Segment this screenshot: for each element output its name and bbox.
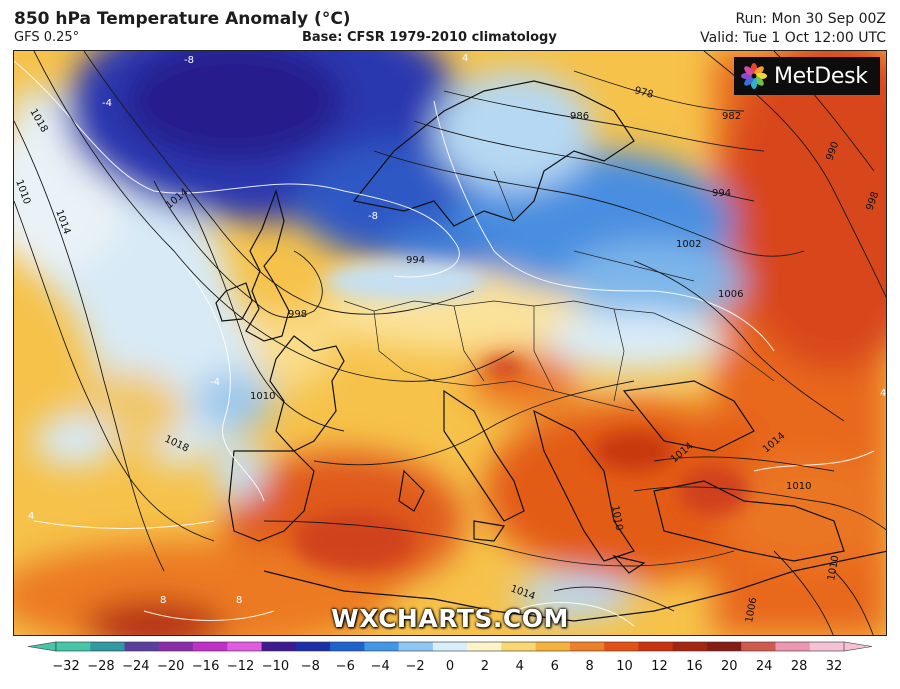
color-scale-tick-label: 4 [516, 659, 524, 674]
color-scale-tick-label: −8 [301, 659, 320, 674]
color-scale-swatch [809, 642, 845, 651]
isobar-label: 982 [722, 111, 741, 122]
color-scale-tick-label: 24 [756, 659, 773, 674]
color-scale-swatch [261, 642, 297, 651]
valid-time-label: Valid: Tue 1 Oct 12:00 UTC [700, 30, 886, 46]
color-scale-tick-label: 10 [616, 659, 633, 674]
anomaly-contours [14, 60, 875, 627]
anomaly-label: -4 [102, 98, 112, 109]
isobar-label: 998 [288, 309, 307, 320]
color-scale-tick-label: −4 [371, 659, 390, 674]
color-scale-swatch [193, 642, 228, 651]
color-scale-swatch [604, 642, 639, 651]
isobar-label: 1010 [826, 555, 841, 582]
color-scale-tick-label: −12 [227, 659, 254, 674]
color-scale-min-arrow [27, 641, 57, 652]
color-scale-swatch [56, 642, 91, 651]
isobar-label: 986 [570, 111, 589, 122]
color-scale-tick-label: −24 [122, 659, 149, 674]
flower-logo-icon [741, 63, 767, 89]
color-scale-bar: −32 −28 −24 −20 −16 −12 −10 −8 −6 −4 −2 0 2 4 6 8 10 12 16… [27, 641, 873, 674]
anomaly-label: 8 [160, 595, 166, 606]
climatology-base-label: Base: CFSR 1979-2010 climatology [302, 30, 557, 45]
color-scale-swatch [330, 642, 365, 651]
anomaly-label: 4 [462, 53, 468, 64]
isobar-label: 994 [712, 188, 731, 199]
color-scale-tick-label: −6 [336, 659, 355, 674]
color-scale-tick-label: 12 [651, 659, 668, 674]
anomaly-label: 8 [236, 595, 242, 606]
color-scale-tick-label: 16 [686, 659, 703, 674]
isobar-label: 1010 [250, 391, 275, 402]
color-scale-swatch [295, 642, 331, 651]
color-scale-ticks: −32 −28 −24 −20 −16 −12 −10 −8 −6 −4 −2 0 2 4 6 8 10 12 16… [52, 659, 842, 674]
color-scale-swatch [90, 642, 126, 651]
anomaly-label: -4 [210, 377, 220, 388]
color-scale-swatch [364, 642, 400, 651]
color-scale-border [55, 641, 845, 652]
color-scale-tick-label: 20 [721, 659, 738, 674]
borders [343, 170, 775, 412]
chart-title: 850 hPa Temperature Anomaly (°C) [14, 9, 351, 29]
color-scale-swatch [398, 642, 434, 651]
color-scale-tick-label: 2 [481, 659, 489, 674]
model-label: GFS 0.25° [14, 30, 80, 45]
color-scale-swatch [672, 642, 708, 651]
isobar-label: 1002 [676, 239, 701, 250]
color-scale-swatch [432, 642, 468, 651]
isobar-label: 1006 [744, 597, 759, 624]
isobar-label: 1010 [609, 505, 624, 532]
color-scale-swatches [27, 641, 873, 652]
color-scale-swatch [775, 642, 811, 651]
color-scale-swatch [124, 642, 160, 651]
isobar-label: 1006 [718, 289, 743, 300]
color-scale-tick-label: 0 [446, 659, 454, 674]
run-time-label: Run: Mon 30 Sep 00Z [735, 11, 887, 27]
color-scale-swatch [569, 642, 605, 651]
color-scale-swatch [741, 642, 776, 651]
isobar-label: 1010 [786, 481, 811, 492]
anomaly-label: 4 [880, 388, 886, 399]
isobar-label: 994 [406, 255, 425, 266]
color-scale-tick-label: 32 [826, 659, 843, 674]
color-scale-tick-label: −16 [192, 659, 219, 674]
isobars [14, 51, 886, 635]
anomaly-field [14, 51, 886, 635]
color-scale-tick-label: −10 [262, 659, 289, 674]
color-scale-tick-label: 8 [585, 659, 593, 674]
isobar-label: 978 [633, 85, 654, 101]
map-canvas: 1018 1014 1010 1014 1018 998 998 994 994… [14, 51, 886, 635]
color-scale-tick-label: −20 [157, 659, 184, 674]
color-scale-tick-label: −2 [406, 659, 425, 674]
color-scale-swatch [158, 642, 194, 651]
color-scale-max-arrow [843, 641, 873, 652]
anomaly-label: 4 [28, 511, 34, 522]
color-scale-swatch [227, 642, 263, 651]
color-scale-tick-label: −32 [52, 659, 79, 674]
color-scale-swatch [467, 642, 502, 651]
anomaly-label: -8 [184, 55, 194, 66]
color-scale-swatch [706, 642, 742, 651]
anomaly-map: 1018 1014 1010 1014 1018 998 998 994 994… [13, 50, 887, 636]
watermark: WXCHARTS.COM [331, 604, 569, 633]
color-scale-tick-label: −28 [87, 659, 114, 674]
metdesk-logo: MetDesk [734, 57, 880, 95]
color-scale-tick-label: 28 [791, 659, 808, 674]
color-scale-tick-label: 6 [551, 659, 559, 674]
color-scale-swatch [638, 642, 674, 651]
anomaly-label: -8 [368, 211, 378, 222]
color-scale-swatch [535, 642, 571, 651]
color-scale-swatch [501, 642, 537, 651]
logo-text: MetDesk [774, 63, 868, 89]
anomaly-label-group: -8 -8 -4 -4 4 4 8 8 4 [28, 53, 886, 606]
